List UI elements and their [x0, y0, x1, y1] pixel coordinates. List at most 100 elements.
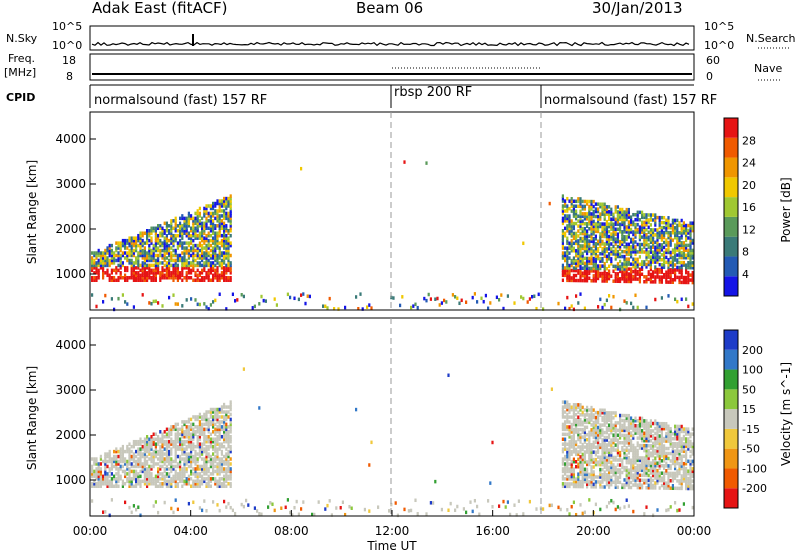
heatmap-cell [194, 472, 197, 476]
heatmap-cell [623, 299, 626, 303]
heatmap-cell [588, 457, 591, 462]
heatmap-cell [581, 460, 584, 464]
heatmap-cell [137, 258, 140, 263]
heatmap-cell [137, 236, 140, 240]
heatmap-cell [141, 293, 144, 297]
heatmap-cell [165, 457, 168, 461]
heatmap-cell [630, 252, 633, 257]
heatmap-cell [205, 305, 208, 309]
heatmap-cell [223, 204, 226, 208]
heatmap-cell [608, 244, 611, 249]
heatmap-cell [119, 474, 122, 479]
heatmap-cell [570, 209, 573, 213]
heatmap-cell [212, 229, 215, 233]
heatmap-cell [667, 275, 670, 279]
heatmap-cell [588, 475, 591, 479]
heatmap-cell [95, 263, 98, 268]
heatmap-cell [480, 296, 483, 301]
heatmap-cell [146, 474, 149, 479]
heatmap-cell [216, 462, 219, 466]
heatmap-cell [667, 263, 670, 267]
heatmap-cell [625, 249, 628, 254]
heatmap-cell [135, 484, 138, 488]
heatmap-cell [181, 469, 184, 474]
heatmap-cell [93, 474, 96, 479]
heatmap-cell [645, 277, 648, 282]
heatmap-cell [229, 439, 232, 444]
heatmap-cell [223, 276, 226, 280]
heatmap-cell [691, 256, 694, 260]
heatmap-cell [170, 238, 173, 243]
heatmap-cell [610, 475, 613, 479]
heatmap-cell [165, 432, 168, 437]
heatmap-cell [691, 223, 694, 228]
heatmap-cell [564, 201, 567, 206]
heatmap-cell [163, 238, 166, 243]
heatmap-cell [157, 510, 160, 515]
heatmap-cell [570, 415, 573, 419]
heatmap-cell [165, 271, 168, 275]
heatmap-cell [678, 434, 681, 439]
heatmap-cell [137, 459, 140, 464]
heatmap-cell [599, 445, 602, 450]
heatmap-cell [625, 235, 628, 239]
heatmap-cell [198, 452, 201, 456]
heatmap-cell [126, 251, 129, 255]
heatmap-cell [638, 421, 641, 426]
heatmap-cell [630, 254, 633, 259]
heatmap-cell [225, 253, 228, 258]
heatmap-cell [583, 450, 586, 454]
heatmap-cell [643, 242, 646, 247]
heatmap-cell [172, 248, 175, 253]
heatmap-cell [594, 279, 597, 283]
heatmap-cell [660, 476, 663, 480]
heatmap-cell [137, 505, 140, 510]
heatmap-cell [181, 251, 184, 255]
heatmap-cell [621, 445, 624, 450]
heatmap-cell [621, 433, 624, 438]
heatmap-cell [566, 464, 569, 469]
heatmap-cell [682, 223, 685, 228]
heatmap-cell [608, 229, 611, 234]
heatmap-cell [625, 247, 628, 251]
heatmap-cell [592, 256, 595, 261]
heatmap-cell [572, 477, 575, 481]
heatmap-cell [198, 214, 201, 218]
heatmap-cell [632, 465, 635, 470]
heatmap-cell [680, 268, 683, 272]
heatmap-cell [581, 445, 584, 449]
heatmap-cell [570, 464, 573, 469]
heatmap-cell [170, 447, 173, 451]
heatmap-cell [634, 478, 637, 482]
heatmap-cell [172, 439, 175, 444]
heatmap-cell [583, 472, 586, 477]
heatmap-cell [610, 219, 613, 224]
heatmap-cell [181, 246, 184, 250]
heatmap-cell [572, 447, 575, 452]
heatmap-cell [187, 214, 190, 218]
heatmap-cell [669, 479, 672, 483]
heatmap-cell [223, 422, 226, 427]
heatmap-cell [130, 271, 133, 275]
heatmap-cell [181, 452, 184, 456]
heatmap-cell [190, 442, 193, 446]
heatmap-cell [669, 277, 672, 282]
heatmap-cell [212, 248, 215, 253]
heatmap-cell [176, 464, 179, 469]
heatmap-cell [671, 238, 674, 242]
heatmap-cell [575, 430, 578, 434]
heatmap-cell [192, 278, 195, 282]
heatmap-cell [649, 230, 652, 235]
heatmap-cell [577, 437, 580, 442]
heatmap-cell [590, 482, 593, 487]
heatmap-cell [229, 206, 232, 211]
heatmap-cell [592, 249, 595, 253]
heatmap-cell [590, 229, 593, 234]
heatmap-cell [181, 229, 184, 233]
heatmap-cell [568, 241, 571, 246]
heatmap-cell [674, 461, 677, 466]
heatmap-cell [614, 485, 617, 489]
heatmap-cell [665, 225, 668, 230]
heatmap-cell [577, 278, 580, 283]
heatmap-cell [656, 424, 659, 428]
